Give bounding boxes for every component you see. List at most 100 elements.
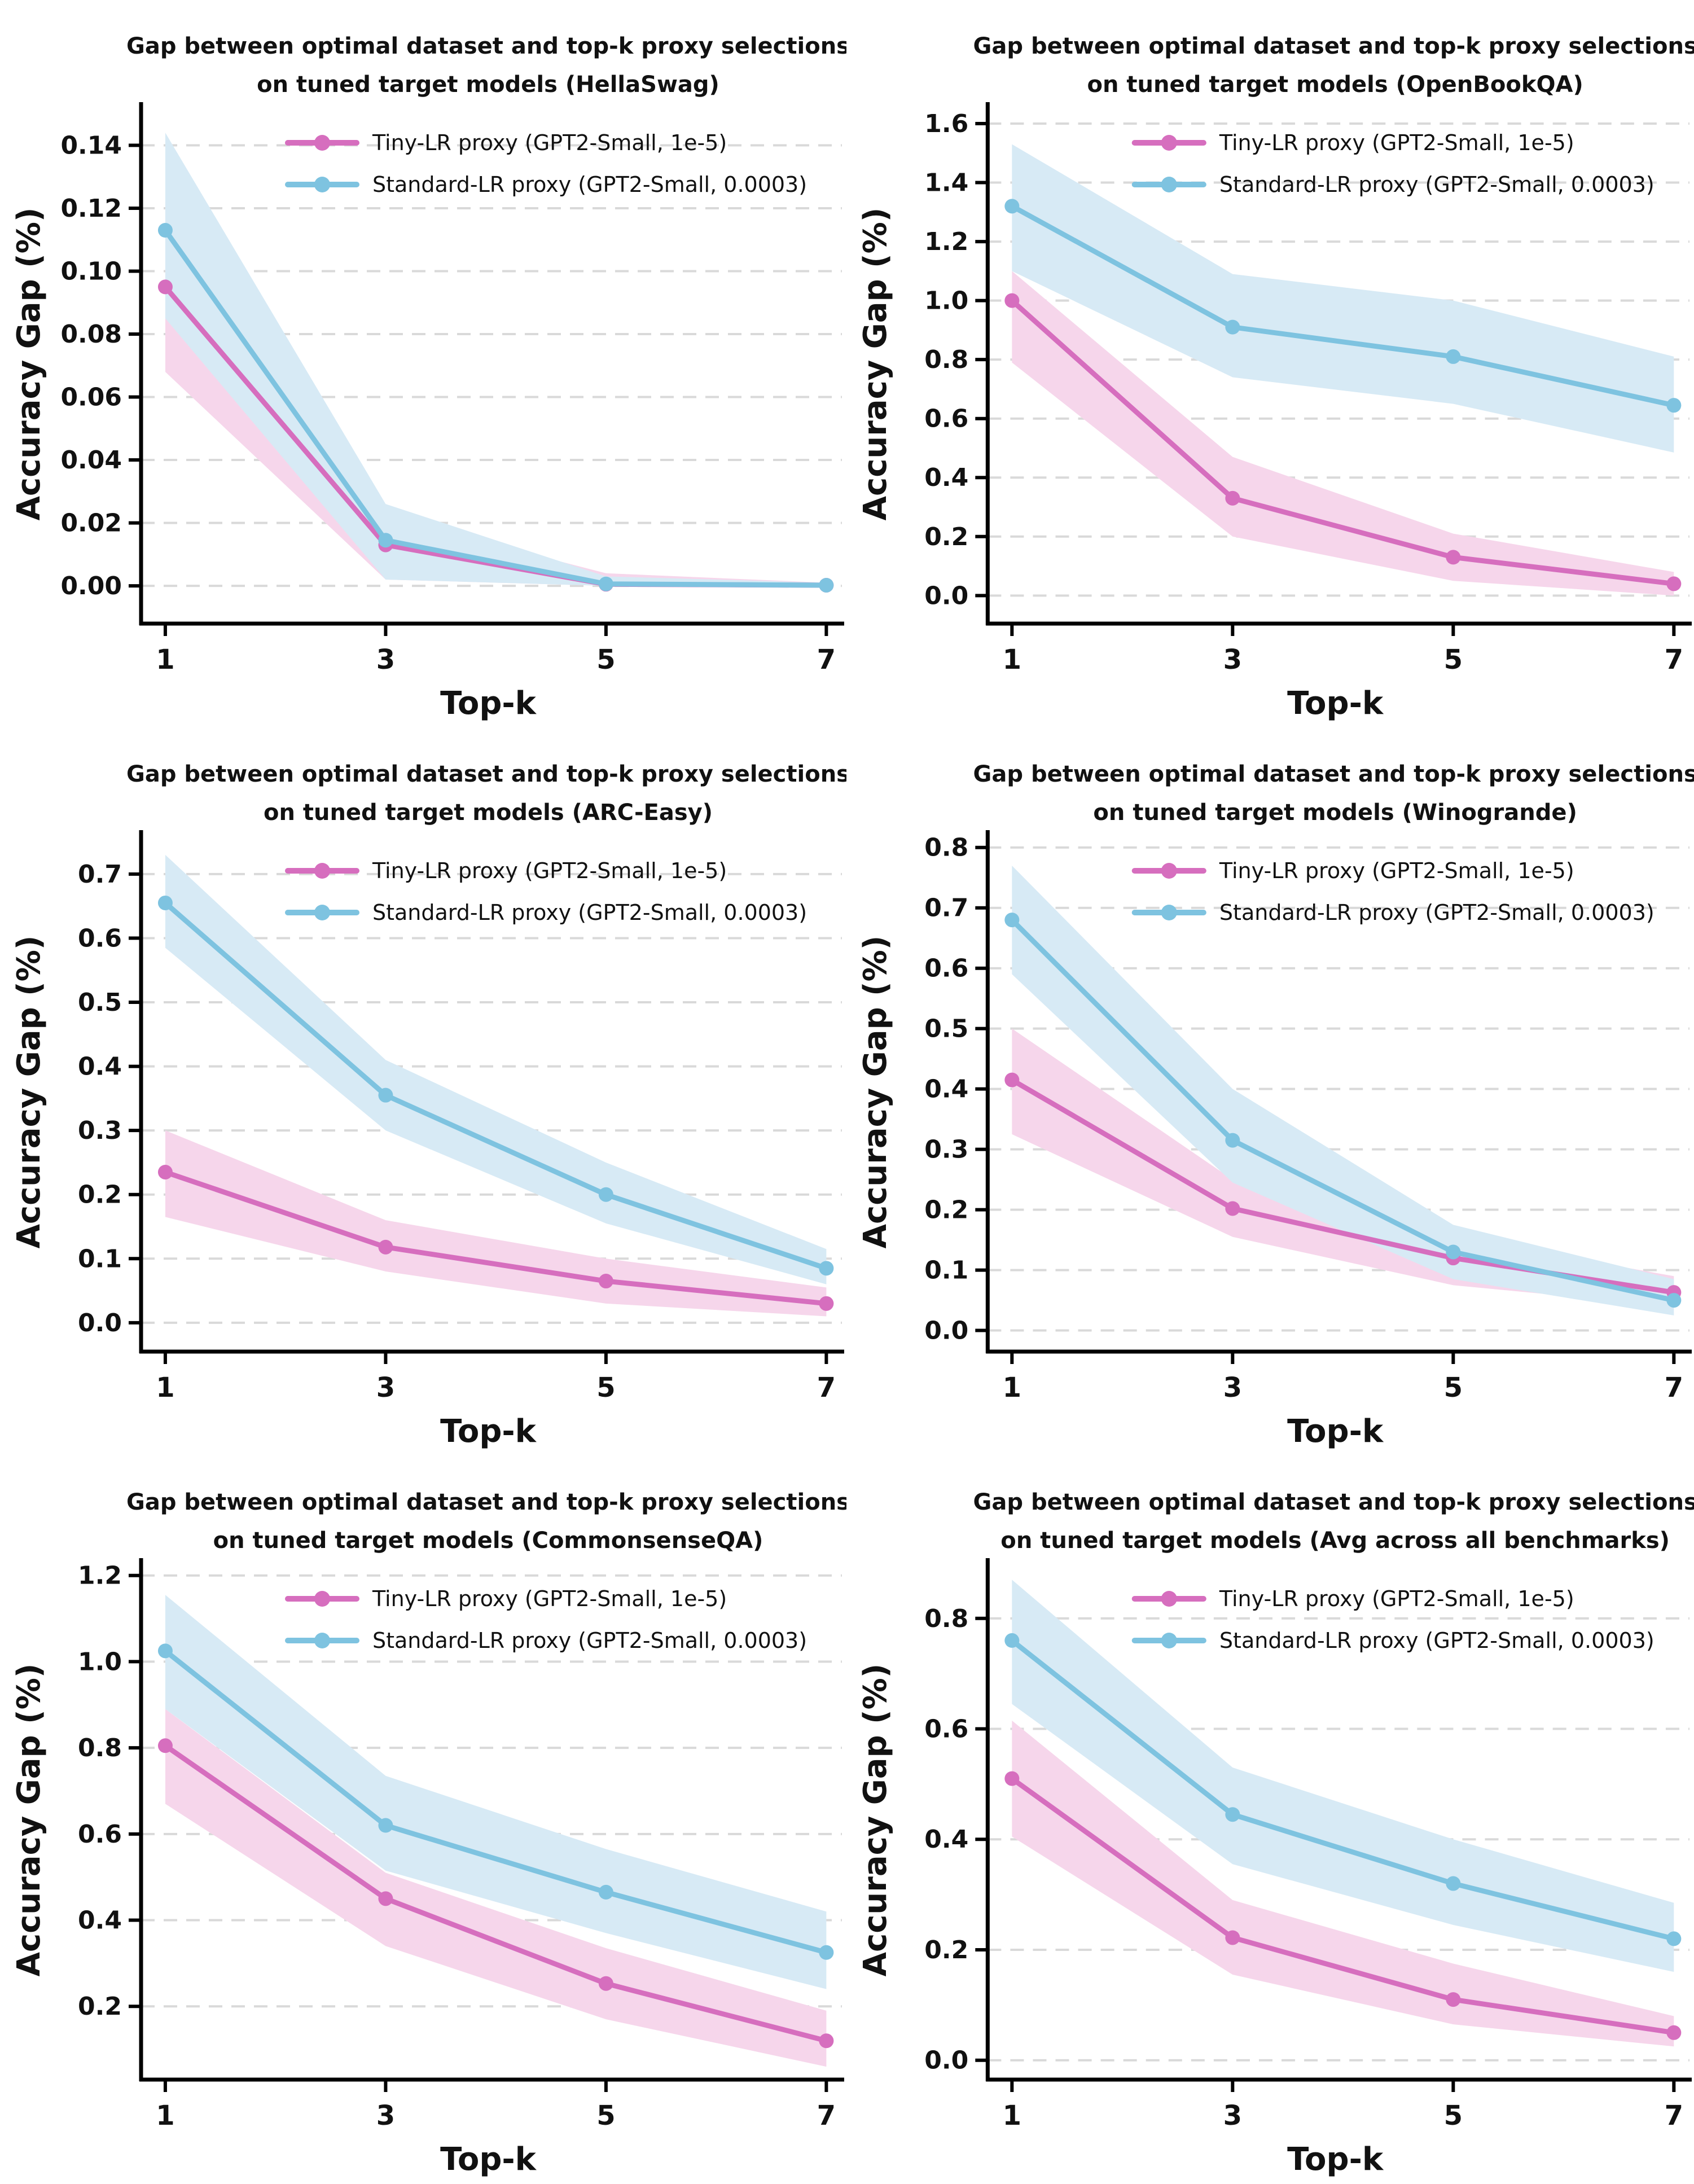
y-tick-label: 0.0	[78, 1309, 122, 1337]
chart-title-line2: on tuned target models (HellaSwag)	[257, 72, 719, 98]
y-tick-label: 0.6	[78, 924, 122, 953]
chart-svg-hellaswag: 0.00 0.02 0.04 0.06 0.08 0.10 0.12 0.14 1 3 5 7 Gap …	[11, 33, 846, 722]
data-point-tiny-lr	[819, 1296, 834, 1311]
chart-title-line2: on tuned target models (CommonsenseQA)	[213, 1528, 763, 1554]
legend-marker-tiny-lr	[314, 863, 330, 879]
data-point-tiny-lr	[378, 1239, 393, 1255]
data-point-standard-lr	[157, 1643, 173, 1659]
data-point-tiny-lr	[1446, 1992, 1461, 2007]
y-tick-label: 0.02	[60, 509, 122, 538]
legend-label-tiny-lr: Tiny-LR proxy (GPT2-Small, 1e-5)	[372, 1586, 727, 1611]
y-tick-label: 1.2	[924, 227, 968, 256]
legend-label-tiny-lr: Tiny-LR proxy (GPT2-Small, 1e-5)	[372, 130, 727, 155]
y-tick-label: 0.12	[60, 194, 122, 223]
chart-title-line2: on tuned target models (ARC-Easy)	[264, 800, 713, 826]
x-tick-label: 1	[1003, 2100, 1021, 2132]
y-tick-label: 0.8	[924, 345, 968, 374]
x-tick-label: 5	[1444, 1372, 1463, 1404]
data-point-tiny-lr	[1446, 550, 1461, 565]
data-point-tiny-lr	[1004, 293, 1020, 308]
series-line-tiny-lr	[163, 1743, 829, 2043]
y-tick-label: 0.6	[924, 405, 968, 433]
data-point-tiny-lr	[1666, 576, 1682, 591]
legend-marker-standard-lr	[1161, 905, 1177, 920]
x-tick-label: 7	[1665, 2100, 1683, 2132]
data-point-standard-lr	[157, 895, 173, 910]
data-point-standard-lr	[1004, 913, 1020, 928]
y-tick-label: 0.6	[78, 1820, 122, 1849]
chart-title-line1: Gap between optimal dataset and top-k pr…	[973, 761, 1694, 787]
confidence-band-standard-lr	[165, 854, 827, 1284]
data-point-tiny-lr	[1004, 1072, 1020, 1087]
chart-svg-commonsenseqa: 0.2 0.4 0.6 0.8 1.0 1.2 1 3 5 7 Gap between optima…	[11, 1489, 846, 2178]
x-tick-label: 7	[817, 1372, 836, 1404]
x-tick-label: 3	[376, 2100, 395, 2132]
x-tick-label: 7	[1665, 644, 1683, 676]
x-tick-label: 1	[1003, 1372, 1021, 1404]
data-point-standard-lr	[819, 1261, 834, 1276]
chart-title-line2: on tuned target models (OpenBookQA)	[1087, 72, 1583, 98]
data-point-tiny-lr	[157, 1164, 173, 1179]
y-tick-label: 0.1	[78, 1244, 122, 1273]
series-line-standard-lr	[163, 900, 829, 1271]
y-tick-label: 0.2	[78, 1181, 122, 1209]
legend-label-standard-lr: Standard-LR proxy (GPT2-Small, 0.0003)	[372, 900, 807, 925]
chart-svg-winogrande: 0.0 0.1 0.2 0.3 0.4 0.5 0.6 0.7 0.8 1 3 5 7 Gap betwe…	[857, 761, 1694, 1450]
data-point-tiny-lr	[1225, 490, 1240, 506]
confidence-band-tiny-lr	[1012, 1720, 1674, 2047]
y-tick-label: 1.0	[924, 287, 968, 315]
data-point-tiny-lr	[1666, 2025, 1682, 2040]
y-tick-label: 0.14	[60, 131, 122, 160]
legend-label-tiny-lr: Tiny-LR proxy (GPT2-Small, 1e-5)	[1219, 858, 1574, 883]
y-tick-label: 1.4	[924, 169, 968, 198]
data-point-standard-lr	[378, 533, 393, 548]
legend-marker-tiny-lr	[1161, 135, 1177, 151]
chart-svg-openbookqa: 0.0 0.2 0.4 0.6 0.8 1.0 1.2 1.4 1.6 1 3 5 7 Gap betwe…	[857, 33, 1694, 722]
data-point-standard-lr	[598, 1187, 613, 1202]
data-point-standard-lr	[1225, 1807, 1240, 1822]
legend-label-standard-lr: Standard-LR proxy (GPT2-Small, 0.0003)	[1219, 172, 1654, 197]
y-tick-label: 1.2	[78, 1562, 122, 1590]
y-tick-label: 0.3	[78, 1116, 122, 1145]
y-tick-label: 0.1	[924, 1256, 968, 1285]
data-point-tiny-lr	[1225, 1201, 1240, 1216]
chart-title-line1: Gap between optimal dataset and top-k pr…	[126, 1489, 846, 1515]
data-point-standard-lr	[819, 577, 834, 593]
chart-title-line2: on tuned target models (Avg across all b…	[1000, 1528, 1670, 1554]
legend-marker-tiny-lr	[314, 135, 330, 151]
x-axis-label: Top-k	[1287, 2141, 1384, 2178]
data-point-tiny-lr	[1225, 1930, 1240, 1945]
y-tick-label: 0.5	[924, 1015, 968, 1043]
data-point-standard-lr	[1004, 199, 1020, 214]
chart-svg-avg-all-benchmarks: 0.0 0.2 0.4 0.6 0.8 1 3 5 7 Gap between optimal d…	[857, 1489, 1694, 2178]
y-tick-label: 0.06	[60, 383, 122, 412]
y-tick-label: 0.2	[924, 523, 968, 551]
data-point-standard-lr	[1666, 1293, 1682, 1308]
series-line-standard-lr	[1009, 203, 1677, 408]
chart-avg-all-benchmarks: 0.0 0.2 0.4 0.6 0.8 1 3 5 7 Gap between optimal d…	[846, 1456, 1694, 2184]
x-tick-label: 3	[1223, 2100, 1242, 2132]
y-tick-label: 1.0	[78, 1647, 122, 1676]
x-tick-label: 3	[376, 644, 395, 676]
data-point-standard-lr	[1225, 319, 1240, 335]
x-tick-label: 3	[1223, 1372, 1242, 1404]
x-axis-label: Top-k	[440, 685, 537, 722]
data-point-standard-lr	[1446, 1876, 1461, 1891]
x-tick-label: 1	[156, 2100, 174, 2132]
legend-label-tiny-lr: Tiny-LR proxy (GPT2-Small, 1e-5)	[372, 858, 727, 883]
y-tick-label: 0.8	[78, 1734, 122, 1762]
series-line-standard-lr	[1009, 917, 1677, 1303]
chart-hellaswag: 0.00 0.02 0.04 0.06 0.08 0.10 0.12 0.14 1 3 5 7 Gap …	[0, 0, 846, 728]
x-tick-label: 1	[156, 644, 174, 676]
x-tick-label: 7	[817, 644, 836, 676]
data-point-tiny-lr	[157, 279, 173, 295]
chart-openbookqa: 0.0 0.2 0.4 0.6 0.8 1.0 1.2 1.4 1.6 1 3 5 7 Gap betwe…	[846, 0, 1694, 728]
legend-marker-standard-lr	[1161, 177, 1177, 192]
y-tick-label: 0.6	[924, 954, 968, 983]
y-tick-label: 0.08	[60, 320, 122, 349]
legend-marker-tiny-lr	[314, 1591, 330, 1607]
chart-commonsenseqa: 0.2 0.4 0.6 0.8 1.0 1.2 1 3 5 7 Gap between optima…	[0, 1456, 846, 2184]
chart-title-line1: Gap between optimal dataset and top-k pr…	[973, 1489, 1694, 1515]
legend-label-standard-lr: Standard-LR proxy (GPT2-Small, 0.0003)	[1219, 900, 1654, 925]
